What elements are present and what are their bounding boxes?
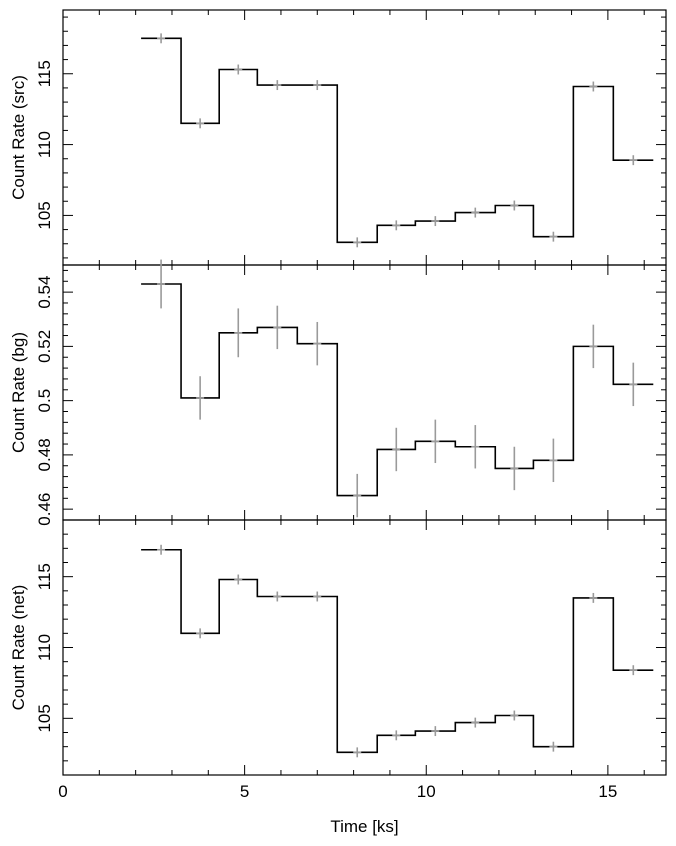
panel-bg: 0.46 0.48 0.5 0.52 0.54 Count Rate (bg) bbox=[9, 259, 667, 526]
y-tick-label: 0.48 bbox=[35, 438, 54, 471]
y-tick-label: 105 bbox=[35, 704, 54, 732]
error-bar bbox=[392, 220, 401, 231]
y-tick-label: 110 bbox=[35, 634, 54, 661]
step-line-net bbox=[141, 548, 654, 754]
y-axis-label-net: Count Rate (net) bbox=[9, 585, 28, 711]
panel-frame-net bbox=[62, 519, 667, 776]
error-bar bbox=[549, 741, 558, 752]
y-tick-label: 0.52 bbox=[35, 330, 54, 363]
error-bar bbox=[510, 200, 519, 211]
error-bar bbox=[471, 207, 480, 218]
error-bar bbox=[629, 665, 638, 676]
error-bar bbox=[234, 308, 243, 358]
y-axis-label-src: Count Rate (src) bbox=[9, 75, 28, 200]
error-bar bbox=[549, 231, 558, 242]
error-bar bbox=[589, 592, 598, 603]
error-bar bbox=[273, 591, 282, 602]
error-bar bbox=[431, 419, 440, 464]
error-bar bbox=[157, 33, 166, 44]
error-bar bbox=[196, 628, 205, 639]
error-bar bbox=[392, 730, 401, 741]
error-bar bbox=[273, 80, 282, 91]
error-bar bbox=[313, 80, 322, 91]
panel-frame-bg bbox=[62, 264, 667, 521]
error-bar bbox=[273, 305, 282, 350]
error-bar bbox=[589, 324, 598, 369]
step-line-bg bbox=[141, 283, 654, 497]
y-tick-label: 105 bbox=[35, 201, 54, 229]
error-bar bbox=[629, 362, 638, 407]
y-tick-label: 115 bbox=[35, 563, 54, 590]
step-line-src bbox=[141, 37, 654, 244]
error-bar bbox=[157, 544, 166, 555]
y-tick-label: 115 bbox=[35, 60, 54, 87]
panel-frame-src bbox=[62, 9, 667, 266]
error-bar bbox=[589, 81, 598, 92]
y-tick-label: 0.46 bbox=[35, 493, 54, 526]
y-axis-label-bg: Count Rate (bg) bbox=[9, 332, 28, 453]
error-bar bbox=[353, 237, 362, 248]
x-tick-label: 15 bbox=[598, 782, 617, 801]
error-bar bbox=[392, 427, 401, 472]
error-bar bbox=[431, 216, 440, 227]
error-bar bbox=[234, 64, 243, 75]
x-tick-label: 5 bbox=[240, 782, 249, 801]
error-bar bbox=[157, 259, 166, 309]
error-bar bbox=[471, 425, 480, 469]
x-axis-label: Time [ks] bbox=[330, 817, 398, 836]
panel-net: 105 110 115 Count Rate (net) bbox=[9, 519, 667, 776]
error-bar bbox=[353, 747, 362, 758]
y-tick-label: 0.5 bbox=[35, 389, 54, 413]
error-bar bbox=[313, 591, 322, 602]
y-tick-label: 110 bbox=[35, 131, 54, 158]
error-bar bbox=[629, 155, 638, 166]
error-bar bbox=[353, 473, 362, 518]
error-bar bbox=[234, 574, 243, 585]
x-tick-label: 10 bbox=[417, 782, 436, 801]
error-bar bbox=[196, 376, 205, 420]
error-bar bbox=[313, 321, 322, 366]
error-bar bbox=[549, 438, 558, 483]
error-bar bbox=[510, 710, 519, 721]
error-bar bbox=[471, 717, 480, 728]
panel-src: 105 110 115 Count Rate (src) bbox=[9, 9, 667, 266]
error-bar bbox=[510, 446, 519, 491]
error-bar bbox=[431, 726, 440, 737]
error-bar bbox=[196, 118, 205, 129]
y-tick-label: 0.54 bbox=[35, 276, 54, 309]
x-tick-label: 0 bbox=[58, 782, 67, 801]
